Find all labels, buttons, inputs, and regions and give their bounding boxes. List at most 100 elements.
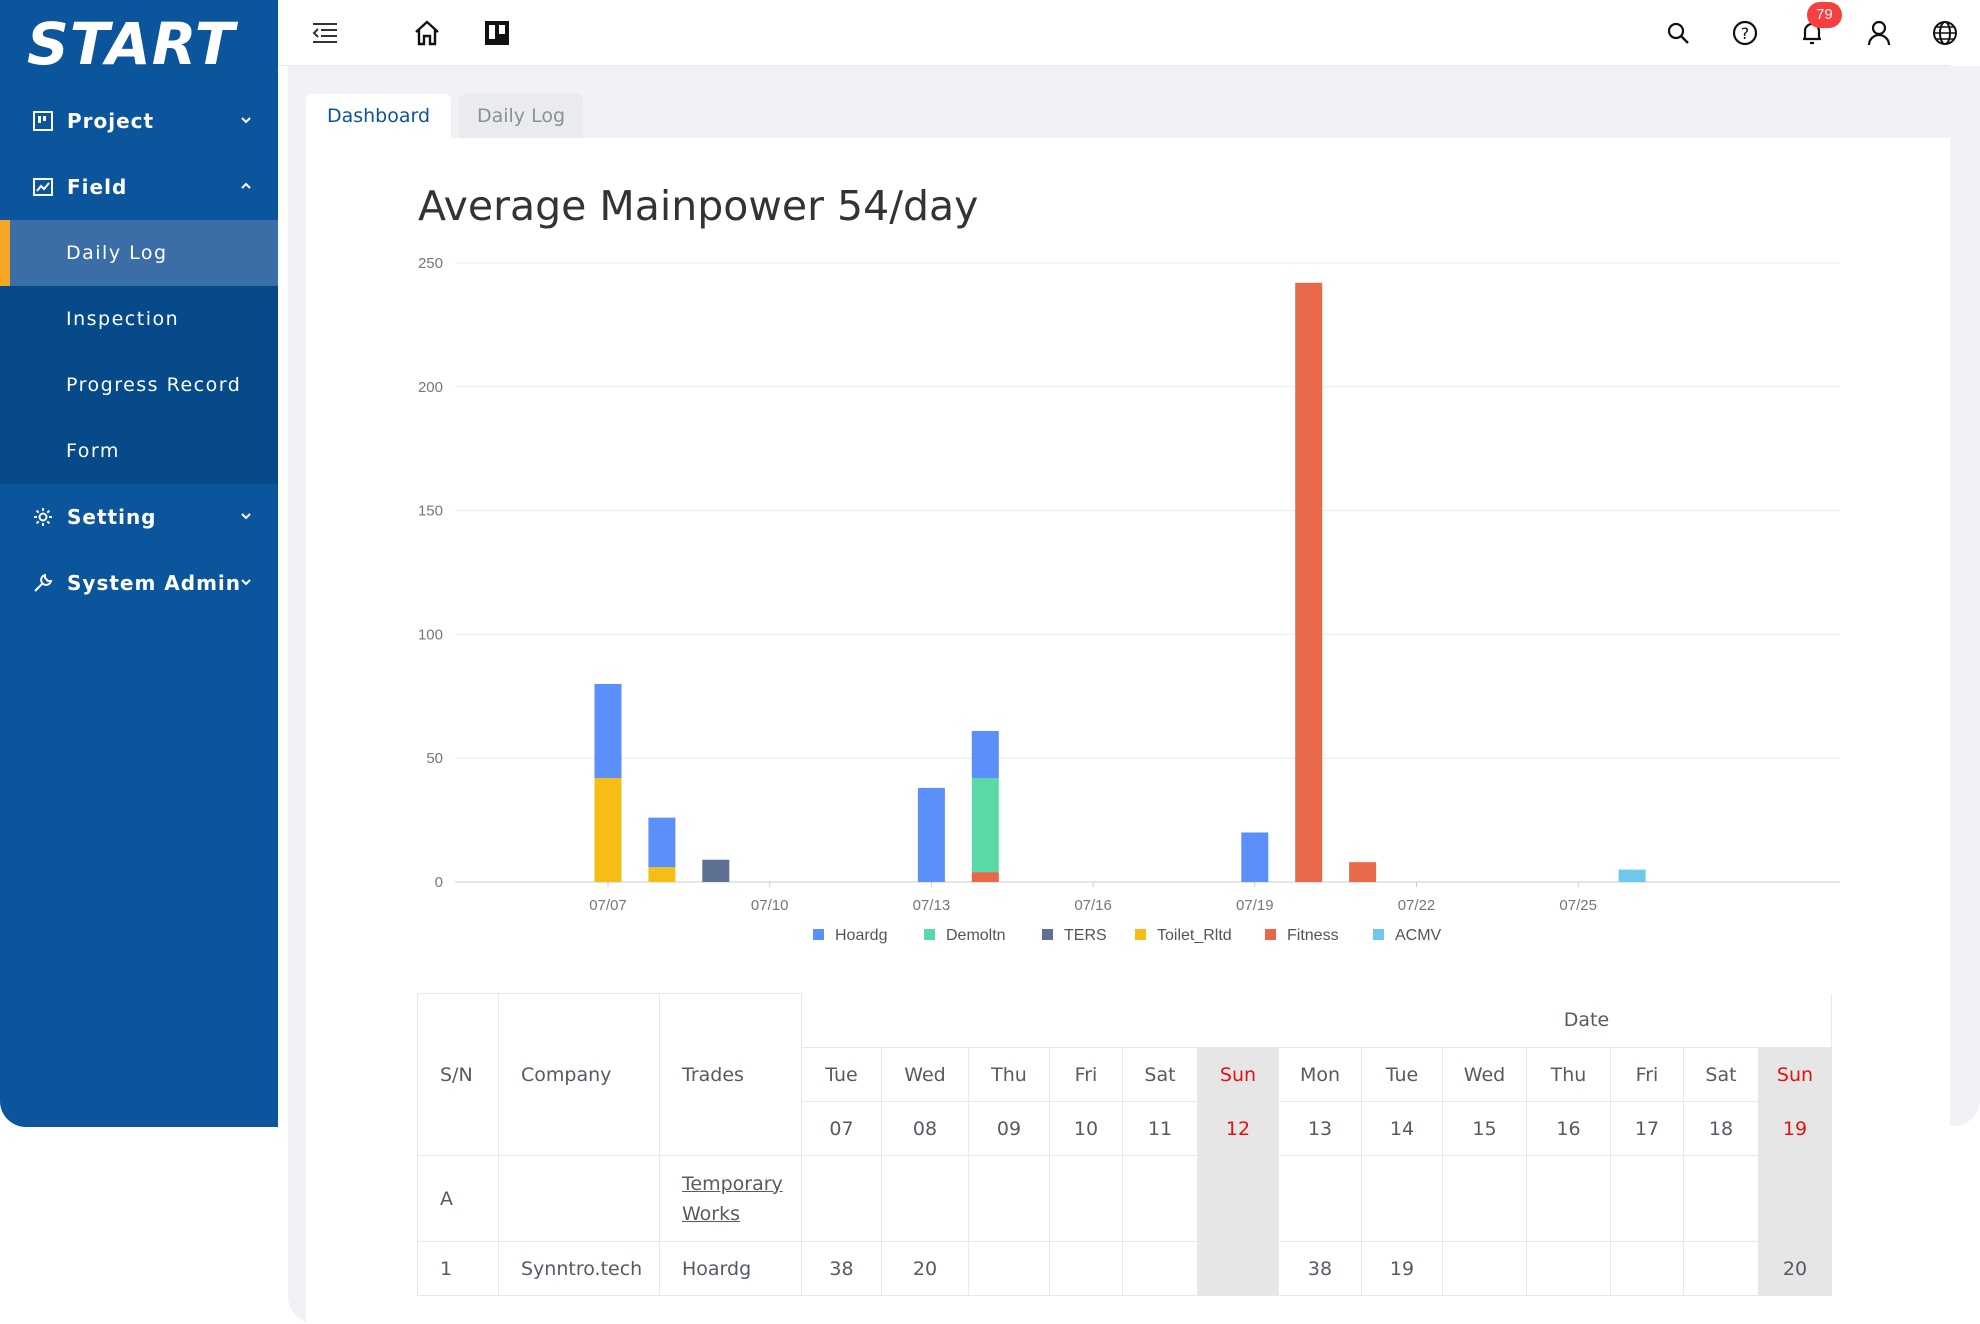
bar-fitness bbox=[971, 872, 999, 882]
header-dow: Sun bbox=[1197, 1047, 1279, 1102]
sidebar-item-label: Setting bbox=[67, 505, 157, 529]
y-tick-label: 0 bbox=[435, 874, 443, 891]
legend-label: Fitness bbox=[1287, 927, 1339, 944]
header-dow: Fri bbox=[1049, 1047, 1123, 1102]
svg-text:?: ? bbox=[1741, 24, 1750, 43]
sidebar-item-setting[interactable]: Setting bbox=[0, 484, 278, 550]
header-dow: Sat bbox=[1122, 1047, 1198, 1102]
legend-swatch bbox=[1265, 929, 1276, 940]
notification-badge: 79 bbox=[1807, 2, 1842, 28]
x-tick-label: 07/13 bbox=[913, 897, 951, 914]
header-day-date: 09 bbox=[968, 1101, 1050, 1156]
header-day-date: 08 bbox=[881, 1101, 969, 1156]
y-tick-label: 150 bbox=[418, 503, 443, 520]
cell-sn: 1 bbox=[417, 1241, 499, 1296]
chevron-down-icon bbox=[241, 579, 251, 586]
gear-icon bbox=[32, 506, 54, 528]
logo[interactable]: START bbox=[27, 10, 235, 78]
sidebar-item-system-admin[interactable]: System Admin bbox=[0, 550, 278, 616]
cell-value bbox=[1610, 1241, 1684, 1296]
tab-daily-log[interactable]: Daily Log bbox=[459, 94, 583, 138]
cell-value bbox=[1442, 1241, 1527, 1296]
home-icon[interactable] bbox=[411, 17, 443, 49]
header-dow: Fri bbox=[1610, 1047, 1684, 1102]
header-dow: Tue bbox=[801, 1047, 882, 1102]
sidebar-item-label: Project bbox=[67, 109, 155, 133]
chevron-down-icon bbox=[241, 513, 251, 520]
cell-value bbox=[1049, 1241, 1123, 1296]
cell-value bbox=[968, 1155, 1050, 1242]
bar-fitness bbox=[1295, 282, 1323, 882]
sidebar-menu: Project Field Daily Log Inspection Progr… bbox=[0, 88, 278, 616]
sidebar-item-label: Field bbox=[67, 175, 128, 199]
bar-demoltn bbox=[971, 778, 999, 873]
cell-value bbox=[1197, 1155, 1279, 1242]
cell-value bbox=[1526, 1241, 1611, 1296]
chart-title: Average Mainpower 54/day bbox=[418, 182, 979, 230]
bar-hoardg bbox=[917, 787, 945, 882]
globe-icon[interactable] bbox=[1929, 17, 1961, 49]
cell-company: Synntro.tech bbox=[498, 1241, 660, 1296]
sidebar-subitem-daily-log[interactable]: Daily Log bbox=[0, 220, 278, 286]
topbar bbox=[278, 0, 1950, 66]
cell-value bbox=[1758, 1155, 1832, 1242]
cell-value bbox=[1610, 1155, 1684, 1242]
cell-value bbox=[1442, 1155, 1527, 1242]
cell-company bbox=[498, 1155, 660, 1242]
y-tick-label: 50 bbox=[426, 750, 443, 767]
header-day-date: 10 bbox=[1049, 1101, 1123, 1156]
chevron-up-icon bbox=[241, 182, 251, 189]
user-icon[interactable] bbox=[1863, 17, 1895, 49]
bar-toilet_rltd bbox=[648, 867, 676, 882]
cell-value bbox=[1122, 1241, 1198, 1296]
header-day-date: 15 bbox=[1442, 1101, 1527, 1156]
legend-swatch bbox=[1373, 929, 1384, 940]
wrench-icon bbox=[32, 572, 54, 594]
cell-value bbox=[1526, 1155, 1611, 1242]
legend-swatch bbox=[924, 929, 935, 940]
y-tick-label: 200 bbox=[418, 379, 443, 396]
header-dow: Mon bbox=[1278, 1047, 1362, 1102]
header-day-date: 14 bbox=[1361, 1101, 1443, 1156]
table-row: 1 Synntro.tech Hoardg 38 20 38 19 20 bbox=[417, 1241, 1832, 1296]
menu-fold-icon[interactable] bbox=[309, 17, 341, 49]
chevron-down-icon bbox=[241, 117, 251, 124]
header-company: Company bbox=[498, 993, 660, 1156]
help-icon[interactable]: ? bbox=[1729, 17, 1761, 49]
bar-hoardg bbox=[1241, 832, 1269, 882]
x-tick-label: 07/10 bbox=[751, 897, 789, 914]
sidebar-item-field[interactable]: Field bbox=[0, 154, 278, 220]
sidebar-subitem-inspection[interactable]: Inspection bbox=[66, 308, 180, 330]
sidebar-subitem-form[interactable]: Form bbox=[66, 440, 120, 462]
header-day-date: 16 bbox=[1526, 1101, 1611, 1156]
header-date: Date bbox=[801, 993, 1832, 1048]
tab-bar: Dashboard Daily Log bbox=[306, 94, 591, 138]
legend-label: Demoltn bbox=[946, 927, 1006, 944]
tab-dashboard[interactable]: Dashboard bbox=[306, 94, 451, 138]
x-tick-label: 07/22 bbox=[1398, 897, 1436, 914]
cell-trades: Temporary Works bbox=[659, 1155, 802, 1242]
bar-hoardg bbox=[971, 730, 999, 779]
legend-label: TERS bbox=[1064, 927, 1107, 944]
cell-value: 38 bbox=[801, 1241, 882, 1296]
x-tick-label: 07/07 bbox=[589, 897, 627, 914]
trades-link[interactable]: Temporary Works bbox=[682, 1172, 783, 1225]
cell-value bbox=[1683, 1241, 1759, 1296]
cell-value bbox=[1197, 1241, 1279, 1296]
header-dow: Thu bbox=[968, 1047, 1050, 1102]
cell-value bbox=[1683, 1155, 1759, 1242]
bar-hoardg bbox=[648, 817, 676, 868]
sidebar-item-project[interactable]: Project bbox=[0, 88, 278, 154]
field-submenu: Daily Log Inspection Progress Record For… bbox=[0, 220, 278, 484]
header-dow: Sun bbox=[1758, 1047, 1832, 1102]
y-tick-label: 250 bbox=[418, 255, 443, 272]
trello-icon[interactable] bbox=[481, 17, 513, 49]
sidebar-subitem-progress-record[interactable]: Progress Record bbox=[66, 374, 242, 396]
header-day-date: 13 bbox=[1278, 1101, 1362, 1156]
header-day-date: 17 bbox=[1610, 1101, 1684, 1156]
bar-ters bbox=[702, 859, 730, 882]
manpower-chart: 0 50 100 150 200 250 07/07 07/10 07/13 07/16 07/19… bbox=[418, 255, 1840, 944]
search-icon[interactable] bbox=[1662, 17, 1694, 49]
header-row: S/N Company Trades Date bbox=[417, 993, 1832, 1156]
bar-acmv bbox=[1618, 869, 1646, 882]
